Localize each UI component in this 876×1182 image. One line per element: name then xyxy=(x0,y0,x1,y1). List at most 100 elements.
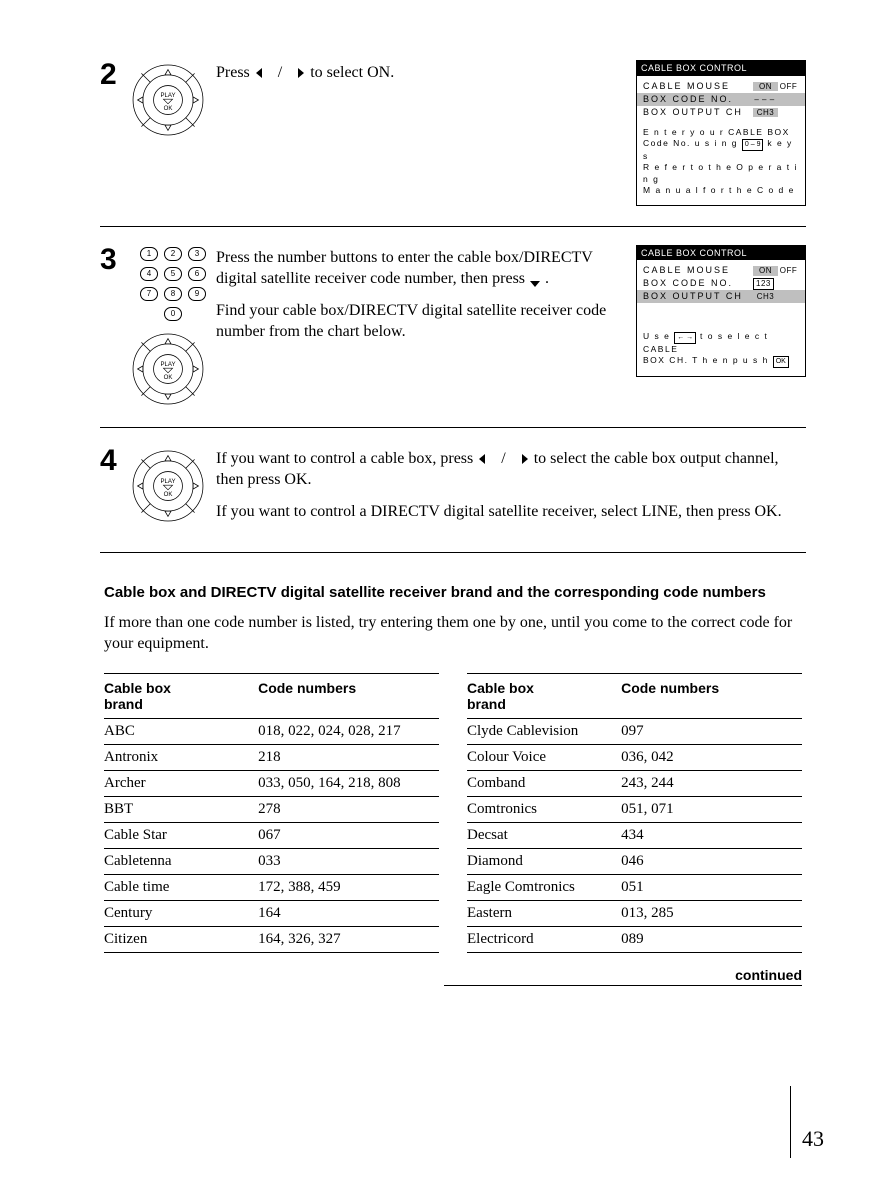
arrow-down-icon xyxy=(529,272,541,288)
screen-row-value: ONOFF xyxy=(753,82,799,92)
table-cell: 243, 244 xyxy=(621,770,802,796)
table-row: Eagle Comtronics051 xyxy=(467,874,802,900)
screen-hint-line: E n t e r y o u r CABLE BOX xyxy=(643,127,799,138)
table-cell: Electricord xyxy=(467,926,621,952)
text: If you want to control a DIRECTV digital… xyxy=(216,501,806,523)
table-row: Cabletenna033 xyxy=(104,848,439,874)
step-2: 2 PLAY OK xyxy=(100,60,806,227)
screen-row: CABLE MOUSEONOFF xyxy=(637,80,805,93)
screen-row-value: ONOFF xyxy=(753,266,799,276)
screen-rows: CABLE MOUSEONOFFBOX CODE NO.123BOX OUTPU… xyxy=(637,260,805,305)
step-icon-column: 1234567890 PLAY OK xyxy=(130,245,216,407)
text: Press xyxy=(216,64,254,81)
step-body: If you want to control a cable box, pres… xyxy=(216,446,806,533)
table-cell: 051 xyxy=(621,874,802,900)
page: 2 PLAY OK xyxy=(0,0,876,986)
table-row: Archer033, 050, 164, 218, 808 xyxy=(104,770,439,796)
screen-row-label: BOX CODE NO. xyxy=(643,94,753,105)
table-header: Code numbers xyxy=(621,673,802,718)
step-icon-column: PLAY OK xyxy=(130,60,216,138)
osd-screen: CABLE BOX CONTROL CABLE MOUSEONOFFBOX CO… xyxy=(636,245,806,377)
numpad-key: 6 xyxy=(188,267,206,281)
screen-hint-line: R e f e r t o t h e O p e r a t i n g xyxy=(643,162,799,185)
dpad-icon: PLAY OK xyxy=(130,448,206,524)
table-header: Cable boxbrand xyxy=(104,673,258,718)
step-4: 4 PLAY OK xyxy=(100,446,806,554)
text: If you want to control a cable box, pres… xyxy=(216,450,477,467)
numpad-key: 4 xyxy=(140,267,158,281)
screen-row: CABLE MOUSEONOFF xyxy=(637,264,805,277)
arrow-right-icon xyxy=(286,67,306,79)
table-cell: Diamond xyxy=(467,848,621,874)
table-row: Decsat434 xyxy=(467,822,802,848)
table-cell: Colour Voice xyxy=(467,744,621,770)
table-cell: 051, 071 xyxy=(621,796,802,822)
table-cell: 164, 326, 327 xyxy=(258,926,439,952)
dpad-icon: PLAY OK xyxy=(130,331,206,407)
code-table-right: Cable boxbrand Code numbers Clyde Cablev… xyxy=(467,673,802,953)
step-text: Press / to select ON. xyxy=(216,60,618,206)
screen-title: CABLE BOX CONTROL xyxy=(637,61,805,76)
screen-row-label: BOX OUTPUT CH xyxy=(643,291,753,302)
osd-screen: CABLE BOX CONTROL CABLE MOUSEONOFFBOX CO… xyxy=(636,60,806,206)
step-body: Press / to select ON. CABLE BOX CONTROL … xyxy=(216,60,806,206)
numpad-key: 8 xyxy=(164,287,182,301)
table-cell: 033, 050, 164, 218, 808 xyxy=(258,770,439,796)
screen-row-label: CABLE MOUSE xyxy=(643,81,753,92)
numpad-key: 7 xyxy=(140,287,158,301)
text: Find your cable box/DIRECTV digital sate… xyxy=(216,300,618,343)
screen-title: CABLE BOX CONTROL xyxy=(637,246,805,261)
screen-row-label: CABLE MOUSE xyxy=(643,265,753,276)
table-cell: Cable time xyxy=(104,874,258,900)
numpad-icon: 1234567890 xyxy=(130,247,216,321)
code-tables: Cable boxbrand Code numbers ABC018, 022,… xyxy=(104,673,802,953)
table-header: Cable boxbrand xyxy=(467,673,621,718)
screen-row: BOX OUTPUT CHCH3 xyxy=(637,106,805,119)
text: / xyxy=(278,64,282,81)
numpad-key: 1 xyxy=(140,247,158,261)
table-row: ABC018, 022, 024, 028, 217 xyxy=(104,718,439,744)
page-number: 43 xyxy=(802,1126,824,1152)
table-row: Citizen164, 326, 327 xyxy=(104,926,439,952)
table-cell: 067 xyxy=(258,822,439,848)
table-cell: Cabletenna xyxy=(104,848,258,874)
table-cell: 013, 285 xyxy=(621,900,802,926)
table-cell: 033 xyxy=(258,848,439,874)
table-row: Electricord089 xyxy=(467,926,802,952)
table-cell: Archer xyxy=(104,770,258,796)
step-3: 3 1234567890 PLAY OK xyxy=(100,245,806,428)
table-row: Eastern013, 285 xyxy=(467,900,802,926)
table-cell: Clyde Cablevision xyxy=(467,718,621,744)
table-cell: BBT xyxy=(104,796,258,822)
table-cell: 036, 042 xyxy=(621,744,802,770)
table-cell: 434 xyxy=(621,822,802,848)
table-cell: 046 xyxy=(621,848,802,874)
screen-hint: E n t e r y o u r CABLE BOXCode No. u s … xyxy=(637,121,805,205)
table-cell: 097 xyxy=(621,718,802,744)
screen-hint-line: M a n u a l f o r t h e C o d e xyxy=(643,185,799,196)
table-row: Diamond046 xyxy=(467,848,802,874)
text: . xyxy=(545,270,549,287)
step-number: 2 xyxy=(100,60,130,90)
table-row: Comband243, 244 xyxy=(467,770,802,796)
step-text: Press the number buttons to enter the ca… xyxy=(216,245,618,377)
arrow-left-icon xyxy=(477,453,497,465)
screen-row: BOX OUTPUT CHCH3 xyxy=(637,290,805,303)
step-icon-column: PLAY OK xyxy=(130,446,216,524)
table-cell: Eagle Comtronics xyxy=(467,874,621,900)
screen-hint-line: Code No. u s i n g 0 – 9 k e y s xyxy=(643,138,799,162)
table-cell: Eastern xyxy=(467,900,621,926)
screen-rows: CABLE MOUSEONOFFBOX CODE NO.– – –BOX OUT… xyxy=(637,76,805,121)
screen-hint-line: U s e ← → t o s e l e c t CABLE xyxy=(643,331,799,355)
screen-row: BOX CODE NO.– – – xyxy=(637,93,805,106)
numpad-key: 5 xyxy=(164,267,182,281)
table-cell: 278 xyxy=(258,796,439,822)
screen-hint: U s e ← → t o s e l e c t CABLEBOX CH. T… xyxy=(637,305,805,375)
step-body: Press the number buttons to enter the ca… xyxy=(216,245,806,377)
table-row: Cable Star067 xyxy=(104,822,439,848)
section-heading: Cable box and DIRECTV digital satellite … xyxy=(104,583,802,603)
screen-row: BOX CODE NO.123 xyxy=(637,277,805,290)
table-cell: 089 xyxy=(621,926,802,952)
screen-box: CABLE BOX CONTROL CABLE MOUSEONOFFBOX CO… xyxy=(636,60,806,206)
step-number: 3 xyxy=(100,245,130,275)
